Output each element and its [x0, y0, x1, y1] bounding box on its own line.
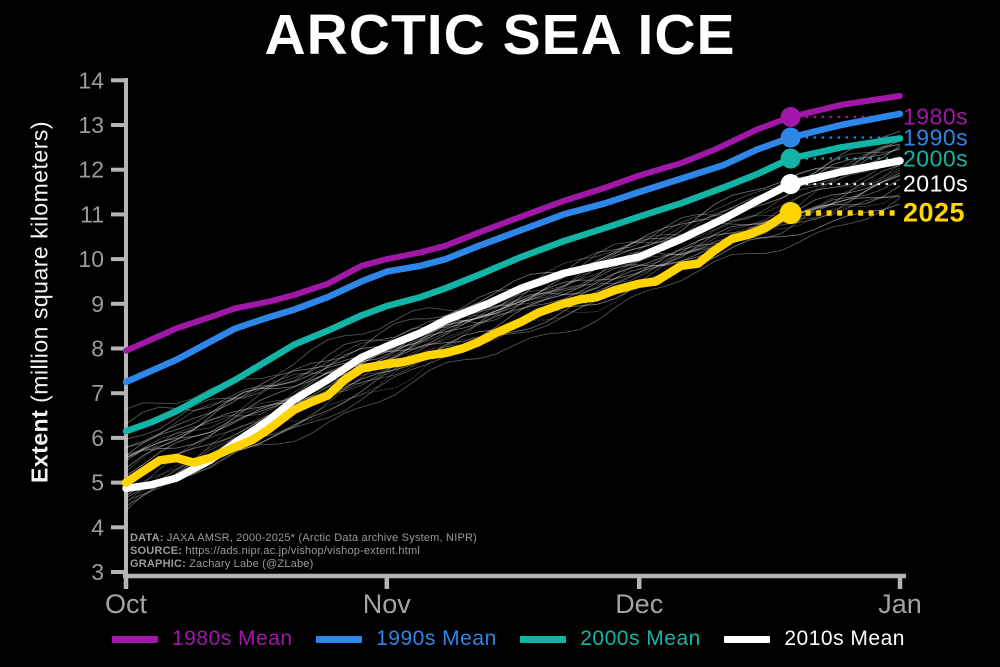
legend-swatch-icon: [724, 635, 771, 643]
attribution-prefix: DATA:: [130, 532, 164, 544]
series-line-2025: [121, 208, 795, 487]
legend-label: 2010s Mean: [784, 627, 905, 650]
y-tick-label: 14: [78, 67, 104, 93]
legend-item-1980s: 1980s Mean: [112, 627, 293, 651]
chart-legend: 1980s Mean 1990s Mean 2000s Mean 2010s Mean: [112, 627, 905, 651]
background-year-line: [125, 137, 901, 497]
y-tick-label: 5: [91, 470, 104, 496]
x-tick-label: Dec: [615, 589, 663, 619]
attribution-line-1: SOURCE: https://ads.nipr.ac.jp/vishop/vi…: [130, 545, 420, 557]
legend-item-2010s: 2010s Mean: [724, 627, 905, 651]
series-endpoint-dot-2000s: [780, 148, 801, 169]
background-year-line: [125, 167, 901, 480]
y-tick-label: 3: [91, 559, 104, 585]
y-tick-label: 7: [91, 380, 104, 406]
legend-label: 1980s Mean: [172, 627, 293, 650]
attribution-prefix: SOURCE:: [130, 545, 183, 557]
legend-label: 1990s Mean: [376, 627, 497, 650]
end-label-2025: 2025: [903, 197, 966, 228]
background-year-line: [125, 197, 901, 511]
background-year-line: [125, 157, 901, 410]
legend-item-1990s: 1990s Mean: [316, 627, 497, 651]
y-tick-label: 9: [91, 291, 104, 317]
series-line-2000s: [122, 135, 904, 435]
background-year-line: [125, 140, 901, 456]
y-tick-label: 6: [91, 425, 104, 451]
legend-swatch-icon: [520, 635, 567, 643]
x-tick-label: Nov: [363, 589, 412, 619]
background-year-line: [125, 175, 901, 507]
end-label-1980s: 1980s: [903, 103, 969, 130]
series-endpoint-dot-2010s: [780, 174, 801, 195]
attribution-line-0: DATA: JAXA AMSR, 2000-2025* (Arctic Data…: [130, 532, 477, 544]
end-label-1990s: 1990s: [903, 124, 969, 151]
y-tick-label: 10: [78, 246, 104, 272]
end-label-2010s: 2010s: [903, 170, 969, 197]
background-year-line: [125, 178, 901, 425]
x-tick-label: Oct: [105, 589, 148, 619]
page-title: ARCTIC SEA ICE: [264, 3, 736, 67]
background-year-line: [125, 169, 901, 473]
background-year-line: [125, 185, 901, 457]
series-endpoint-dot-2025: [779, 202, 802, 225]
y-tick-label: 4: [91, 514, 104, 540]
data-attribution: DATA: JAXA AMSR, 2000-2025* (Arctic Data…: [130, 532, 477, 571]
y-tick-label: 12: [78, 157, 104, 183]
background-year-line: [125, 147, 901, 462]
y-tick-label: 8: [91, 336, 104, 362]
legend-swatch-icon: [316, 635, 363, 643]
legend-item-2000s: 2000s Mean: [520, 627, 701, 651]
end-label-2000s: 2000s: [903, 145, 969, 172]
series-line-1980s: [123, 92, 903, 354]
series-endpoint-dot-1980s: [780, 106, 801, 127]
series-line-1990s: [122, 110, 904, 386]
x-tick-label: Jan: [878, 589, 922, 619]
background-year-line: [125, 192, 901, 509]
y-tick-label: 13: [78, 112, 104, 138]
legend-label: 2000s Mean: [580, 627, 701, 650]
series-endpoint-dot-1990s: [780, 127, 801, 148]
background-year-line: [125, 174, 901, 459]
y-tick-label: 11: [80, 201, 104, 227]
attribution-prefix: GRAPHIC:: [130, 558, 186, 570]
background-year-line: [125, 145, 901, 469]
attribution-line-2: GRAPHIC: Zachary Labe (@ZLabe): [130, 558, 314, 570]
legend-swatch-icon: [112, 635, 158, 643]
